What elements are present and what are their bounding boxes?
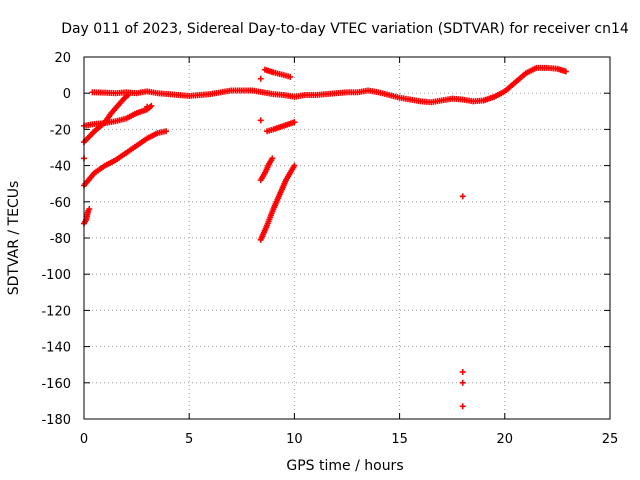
y-tick-label: -160	[41, 377, 71, 392]
series-arc-d	[81, 206, 93, 227]
data-points	[81, 64, 569, 410]
x-tick-label: 20	[497, 432, 514, 447]
y-tick-label: -120	[41, 304, 71, 319]
y-tick-label: -100	[41, 268, 71, 283]
x-tick-label: 15	[391, 432, 408, 447]
data-point	[459, 379, 466, 386]
series-arc-c	[81, 128, 170, 189]
y-tick-label: -140	[41, 341, 71, 356]
data-point	[291, 162, 298, 169]
data-point	[257, 75, 264, 82]
chart-title: Day 011 of 2023, Sidereal Day-to-day VTE…	[61, 21, 629, 37]
data-point	[459, 193, 466, 200]
y-tick-label: -20	[50, 123, 71, 138]
series-arc-g	[264, 119, 298, 135]
y-tick-label: -60	[50, 196, 71, 211]
data-point	[163, 128, 170, 135]
x-axis-label: GPS time / hours	[286, 458, 403, 474]
data-point	[459, 368, 466, 375]
data-point	[269, 155, 276, 162]
tick-labels: 0 5 10 15 20 25 20 0 -20 -40 -60 -80 -100 -120 -140 -16…	[41, 51, 618, 447]
x-tick-label: 5	[185, 432, 193, 447]
y-tick-label: -80	[50, 232, 71, 247]
data-point	[125, 92, 132, 99]
y-tick-label: 20	[54, 51, 71, 66]
grid	[84, 57, 610, 419]
series-arc-f	[257, 155, 276, 184]
series-arc-e	[257, 162, 298, 243]
x-tick-label: 10	[286, 432, 303, 447]
y-tick-label: -40	[50, 160, 71, 175]
series-isolated	[81, 75, 466, 410]
data-point	[257, 117, 264, 124]
y-tick-label: 0	[63, 87, 71, 102]
series-main-trace	[89, 64, 569, 106]
data-point	[562, 68, 569, 75]
data-point	[148, 102, 155, 109]
data-point	[287, 73, 294, 80]
data-point	[86, 206, 93, 213]
axis-ticks	[83, 56, 611, 420]
series-arc-h	[261, 66, 294, 80]
data-point	[459, 403, 466, 410]
x-tick-label: 0	[80, 432, 88, 447]
y-tick-label: -180	[41, 413, 71, 428]
plot-frame	[83, 56, 611, 420]
y-axis-label: SDTVAR / TECUs	[6, 181, 22, 296]
data-point	[291, 119, 298, 126]
data-point	[144, 103, 151, 110]
x-tick-label: 25	[602, 432, 619, 447]
